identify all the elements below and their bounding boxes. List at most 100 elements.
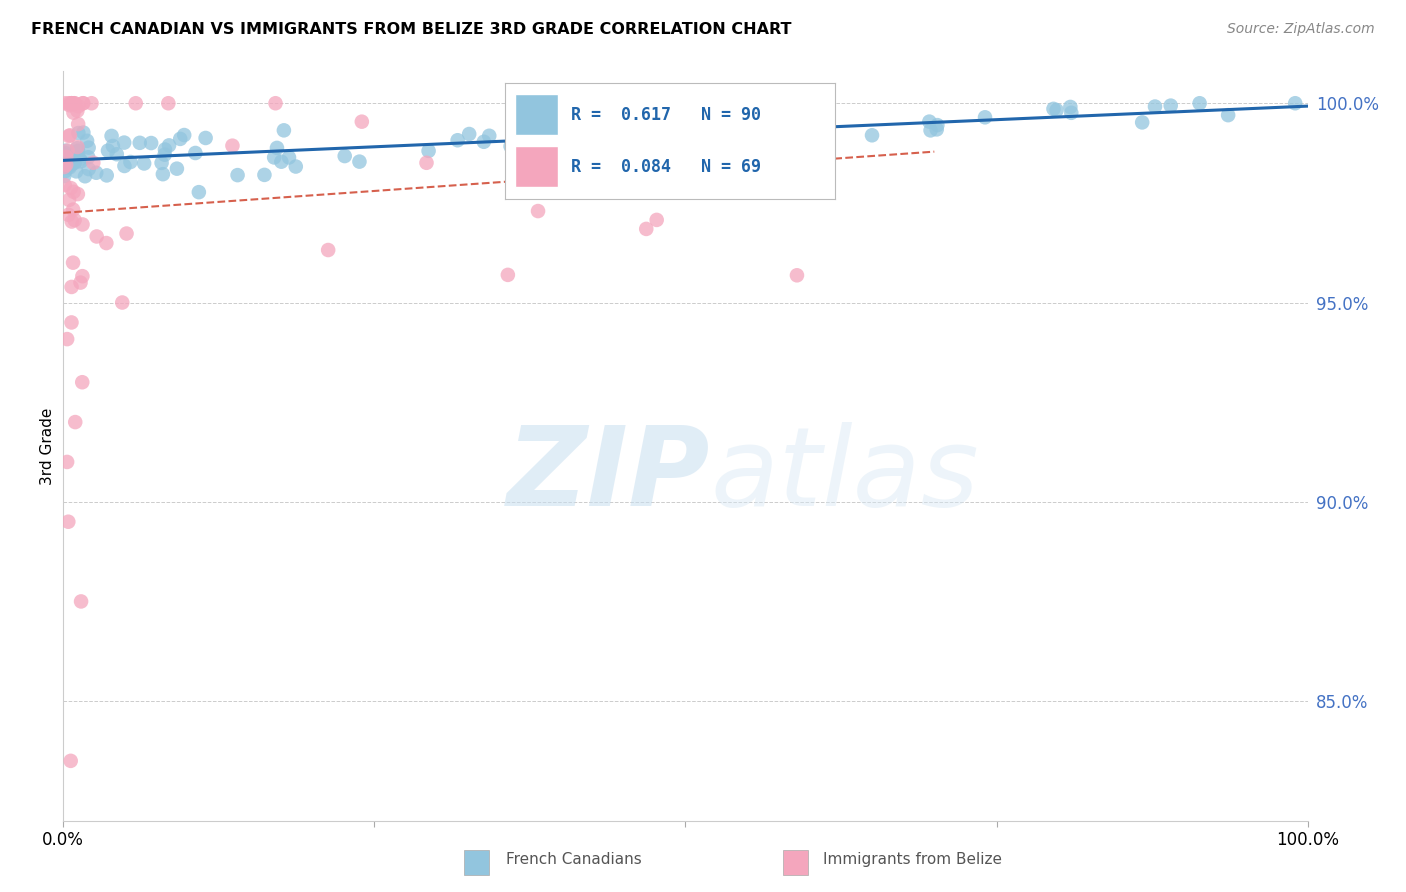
Point bbox=[150, 156, 173, 170]
Text: ZIP: ZIP bbox=[506, 423, 710, 530]
Point bbox=[63, 96, 86, 111]
Point bbox=[772, 120, 794, 134]
Point bbox=[1059, 100, 1081, 114]
Point bbox=[100, 128, 122, 143]
Point bbox=[58, 96, 80, 111]
Point bbox=[62, 255, 84, 269]
Point bbox=[1284, 96, 1306, 111]
FancyBboxPatch shape bbox=[783, 850, 808, 875]
Point bbox=[860, 128, 883, 143]
Point bbox=[128, 136, 150, 150]
Point bbox=[80, 96, 103, 111]
Point bbox=[55, 144, 77, 158]
Point bbox=[56, 161, 79, 175]
Point bbox=[55, 150, 77, 164]
Point bbox=[70, 594, 93, 608]
Point bbox=[499, 139, 522, 153]
Point bbox=[817, 135, 839, 149]
Point bbox=[166, 161, 188, 176]
Point bbox=[60, 315, 83, 329]
Point bbox=[53, 145, 76, 160]
Point bbox=[333, 149, 356, 163]
Point bbox=[157, 138, 180, 153]
Point bbox=[141, 136, 163, 150]
Point bbox=[76, 134, 98, 148]
Point bbox=[270, 154, 292, 169]
Point bbox=[925, 122, 948, 136]
Point bbox=[273, 123, 295, 137]
Point bbox=[562, 135, 585, 149]
Point bbox=[62, 105, 84, 120]
Point bbox=[66, 150, 89, 164]
Point bbox=[77, 162, 100, 177]
Point bbox=[772, 129, 794, 144]
Point bbox=[67, 144, 90, 158]
Point bbox=[101, 139, 124, 153]
Point bbox=[70, 376, 93, 390]
Point bbox=[697, 127, 720, 141]
Point bbox=[66, 103, 89, 118]
Point bbox=[66, 141, 89, 155]
Point bbox=[645, 213, 668, 227]
Point bbox=[689, 121, 711, 136]
Point bbox=[65, 415, 87, 429]
Point bbox=[70, 154, 93, 169]
Point bbox=[112, 136, 135, 150]
Point bbox=[63, 96, 86, 111]
Point bbox=[527, 204, 550, 219]
Point bbox=[157, 96, 180, 111]
Point bbox=[73, 169, 96, 184]
Point bbox=[66, 187, 89, 202]
Point bbox=[53, 160, 76, 174]
Point bbox=[221, 138, 243, 153]
Point bbox=[60, 96, 83, 111]
Point bbox=[284, 160, 307, 174]
Point bbox=[786, 268, 808, 283]
Point bbox=[72, 218, 94, 232]
Point bbox=[717, 96, 740, 111]
Point bbox=[446, 133, 468, 147]
Point bbox=[97, 144, 120, 158]
Point bbox=[67, 126, 90, 140]
Point bbox=[596, 107, 619, 121]
Point bbox=[173, 128, 195, 142]
Point bbox=[82, 155, 104, 169]
Point bbox=[253, 168, 276, 182]
Point bbox=[927, 118, 949, 132]
Point bbox=[66, 140, 89, 154]
Point bbox=[745, 122, 768, 136]
Point bbox=[69, 152, 91, 166]
Y-axis label: 3rd Grade: 3rd Grade bbox=[39, 408, 55, 484]
Point bbox=[517, 134, 540, 148]
Point bbox=[418, 144, 440, 158]
Point bbox=[640, 161, 662, 176]
Point bbox=[458, 127, 481, 141]
Point bbox=[72, 96, 94, 111]
Point bbox=[727, 127, 749, 141]
Point bbox=[1060, 105, 1083, 120]
Point bbox=[52, 147, 75, 161]
Point bbox=[1042, 102, 1064, 116]
Point bbox=[59, 128, 82, 143]
Point bbox=[58, 208, 80, 222]
Point bbox=[84, 166, 107, 180]
Point bbox=[918, 114, 941, 128]
Point bbox=[1160, 98, 1182, 112]
Point bbox=[53, 178, 76, 192]
Point bbox=[1045, 103, 1067, 117]
Point bbox=[349, 154, 371, 169]
Point bbox=[152, 167, 174, 181]
Point bbox=[63, 213, 86, 227]
Point bbox=[58, 157, 80, 171]
Point bbox=[153, 143, 176, 157]
Point bbox=[53, 169, 76, 183]
Point bbox=[636, 222, 658, 236]
Point bbox=[60, 280, 83, 294]
Point bbox=[472, 135, 495, 149]
Point bbox=[60, 96, 83, 111]
Point bbox=[415, 156, 437, 170]
Point bbox=[58, 193, 80, 207]
Text: French Canadians: French Canadians bbox=[506, 852, 643, 867]
Point bbox=[115, 227, 138, 241]
Point bbox=[264, 96, 287, 111]
